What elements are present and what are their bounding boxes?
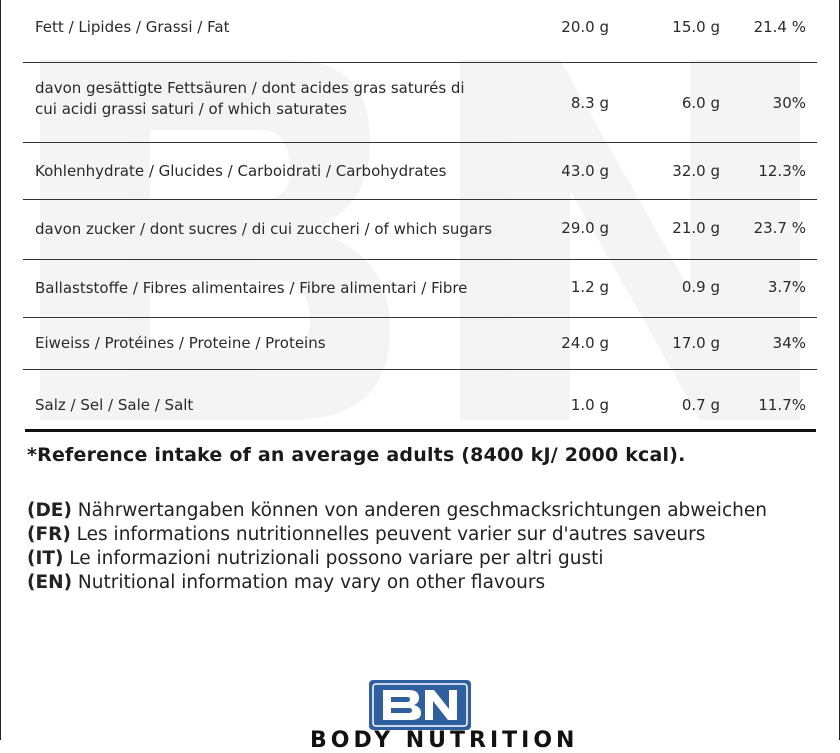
table-row: Kohlenhydrate / Glucides / Carboidrati /… — [23, 158, 817, 184]
value-per-serving: 0.7 g — [681, 396, 720, 414]
reference-intake: 34% — [772, 334, 806, 352]
value-per-100g: 29.0 g — [561, 219, 609, 237]
note-text: Le informazioni nutrizionali possono var… — [63, 548, 604, 569]
table-row: Eiweiss / Protéines / Proteine / Protein… — [23, 330, 817, 356]
row-divider — [23, 199, 817, 200]
bn-watermark-logo — [40, 60, 800, 420]
value-per-serving: 21.0 g — [672, 219, 720, 237]
note-text: Nährwertangaben können von anderen gesch… — [71, 500, 767, 521]
value-per-100g: 20.0 g — [561, 18, 609, 36]
value-per-100g: 24.0 g — [561, 334, 609, 352]
language-code: (DE) — [27, 500, 72, 521]
reference-intake: 23.7 % — [753, 219, 806, 237]
reference-intake: 12.3% — [758, 162, 806, 180]
nutrient-label: Eiweiss / Protéines / Proteine / Protein… — [35, 333, 326, 352]
reference-intake-note: *Reference intake of an average adults (… — [27, 444, 686, 466]
row-divider — [23, 259, 817, 260]
nutrient-label: davon zucker / dont sucres / di cui zucc… — [35, 220, 493, 238]
reference-intake: 30% — [772, 94, 806, 112]
note-line-it: (IT) Le informazioni nutrizionali posson… — [27, 547, 767, 571]
row-divider — [23, 369, 817, 370]
reference-intake: 11.7% — [758, 396, 806, 414]
table-row: Fett / Lipides / Grassi / Fat 20.0 g 15.… — [23, 14, 817, 40]
value-per-100g: 1.2 g — [570, 278, 609, 296]
language-code: (FR) — [27, 524, 71, 545]
body-nutrition-logo — [369, 680, 471, 730]
value-per-serving: 15.0 g — [672, 18, 720, 36]
value-per-serving: 6.0 g — [681, 94, 720, 112]
table-bottom-rule — [25, 429, 816, 432]
reference-intake: 21.4 % — [753, 18, 806, 36]
language-code: (IT) — [27, 548, 64, 569]
note-line-en: (EN) Nutritional information may vary on… — [27, 571, 767, 595]
note-line-fr: (FR) Les informations nutritionnelles pe… — [27, 523, 767, 547]
flavour-notes: (DE) Nährwertangaben können von anderen … — [27, 499, 767, 595]
row-divider — [23, 142, 817, 143]
brand-wordmark: BODY NUTRITION — [310, 728, 579, 753]
nutrient-label: Salz / Sel / Sale / Salt — [35, 395, 194, 414]
reference-intake: 3.7% — [767, 278, 806, 296]
nutrient-label: Ballaststoffe / Fibres alimentaires / Fi… — [35, 279, 468, 297]
value-per-100g: 8.3 g — [570, 94, 609, 112]
value-per-serving: 32.0 g — [672, 162, 720, 180]
table-row: Ballaststoffe / Fibres alimentaires / Fi… — [23, 274, 817, 300]
table-row: davon zucker / dont sucres / di cui zucc… — [23, 215, 817, 241]
nutrient-label: davon gesättigte Fettsäuren / dont acide… — [35, 79, 465, 118]
language-code: (EN) — [27, 572, 73, 593]
row-divider — [23, 317, 817, 318]
row-divider — [23, 62, 817, 63]
note-text: Nutritional information may vary on othe… — [72, 572, 546, 593]
value-per-100g: 43.0 g — [561, 162, 609, 180]
value-per-serving: 17.0 g — [672, 334, 720, 352]
nutrient-label: Kohlenhydrate / Glucides / Carboidrati /… — [35, 161, 447, 180]
table-row: Salz / Sel / Sale / Salt 1.0 g 0.7 g 11.… — [23, 392, 817, 418]
value-per-100g: 1.0 g — [570, 396, 609, 414]
nutrient-label: Fett / Lipides / Grassi / Fat — [35, 17, 230, 36]
table-row: davon gesättigte Fettsäuren / dont acide… — [23, 78, 817, 128]
note-text: Les informations nutritionnelles peuvent… — [70, 524, 706, 545]
value-per-serving: 0.9 g — [681, 278, 720, 296]
note-line-de: (DE) Nährwertangaben können von anderen … — [27, 499, 767, 523]
